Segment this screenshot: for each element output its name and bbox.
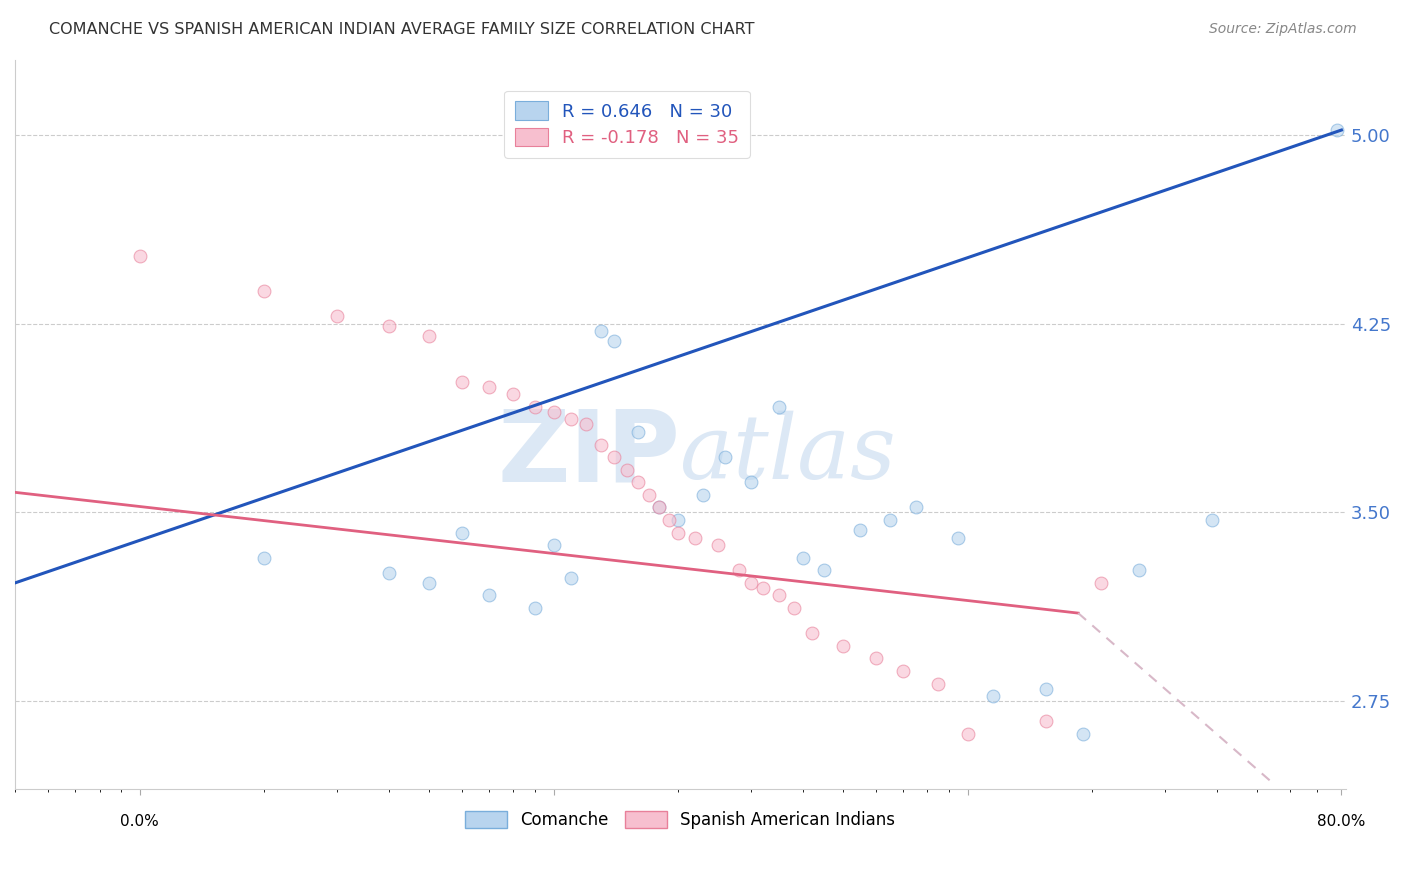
Point <box>560 412 582 426</box>
Point <box>575 417 598 432</box>
Text: Source: ZipAtlas.com: Source: ZipAtlas.com <box>1209 22 1357 37</box>
Text: atlas: atlas <box>681 410 896 497</box>
Point <box>589 437 612 451</box>
Point <box>714 450 737 464</box>
Point <box>1201 513 1223 527</box>
Point <box>727 563 749 577</box>
Point <box>378 566 401 580</box>
Point <box>128 249 150 263</box>
Point <box>627 425 650 439</box>
Point <box>418 329 440 343</box>
Point <box>253 284 276 298</box>
Point <box>666 513 689 527</box>
Point <box>648 500 671 515</box>
Point <box>768 589 790 603</box>
Point <box>666 525 689 540</box>
Point <box>616 463 638 477</box>
Point <box>326 310 349 324</box>
Point <box>478 379 501 393</box>
Point <box>560 571 582 585</box>
Point <box>603 334 626 349</box>
Point <box>1128 563 1150 577</box>
Point <box>792 550 814 565</box>
Point <box>1071 727 1094 741</box>
Point <box>707 538 730 552</box>
Point <box>849 523 872 537</box>
Point <box>418 575 440 590</box>
Text: COMANCHE VS SPANISH AMERICAN INDIAN AVERAGE FAMILY SIZE CORRELATION CHART: COMANCHE VS SPANISH AMERICAN INDIAN AVER… <box>49 22 755 37</box>
Point <box>658 513 681 527</box>
Point <box>948 531 970 545</box>
Point <box>1035 714 1057 729</box>
Point <box>543 538 565 552</box>
Point <box>893 664 915 678</box>
Point <box>865 651 887 665</box>
Point <box>956 727 979 741</box>
Point <box>502 387 524 401</box>
Point <box>589 324 612 338</box>
Point <box>800 626 823 640</box>
Point <box>740 475 762 490</box>
Point <box>450 525 472 540</box>
Point <box>450 375 472 389</box>
Point <box>879 513 901 527</box>
Point <box>603 450 626 464</box>
Point <box>768 400 790 414</box>
Point <box>638 488 661 502</box>
Point <box>1035 681 1057 696</box>
Point <box>692 488 714 502</box>
Point <box>751 581 773 595</box>
Text: ZIP: ZIP <box>498 405 681 502</box>
Legend: Comanche, Spanish American Indians: Comanche, Spanish American Indians <box>458 804 903 836</box>
Text: 80.0%: 80.0% <box>1317 814 1365 830</box>
Point <box>523 601 546 615</box>
Point <box>1090 575 1112 590</box>
Point <box>685 531 707 545</box>
Point <box>981 689 1004 703</box>
Point <box>478 589 501 603</box>
Point <box>813 563 835 577</box>
Point <box>832 639 855 653</box>
Text: 0.0%: 0.0% <box>121 814 159 830</box>
Point <box>543 405 565 419</box>
Point <box>378 319 401 334</box>
Point <box>740 575 762 590</box>
Point <box>523 400 546 414</box>
Point <box>904 500 927 515</box>
Point <box>253 550 276 565</box>
Point <box>627 475 650 490</box>
Point <box>927 676 949 690</box>
Point <box>648 500 671 515</box>
Point <box>1326 123 1348 137</box>
Point <box>782 601 804 615</box>
